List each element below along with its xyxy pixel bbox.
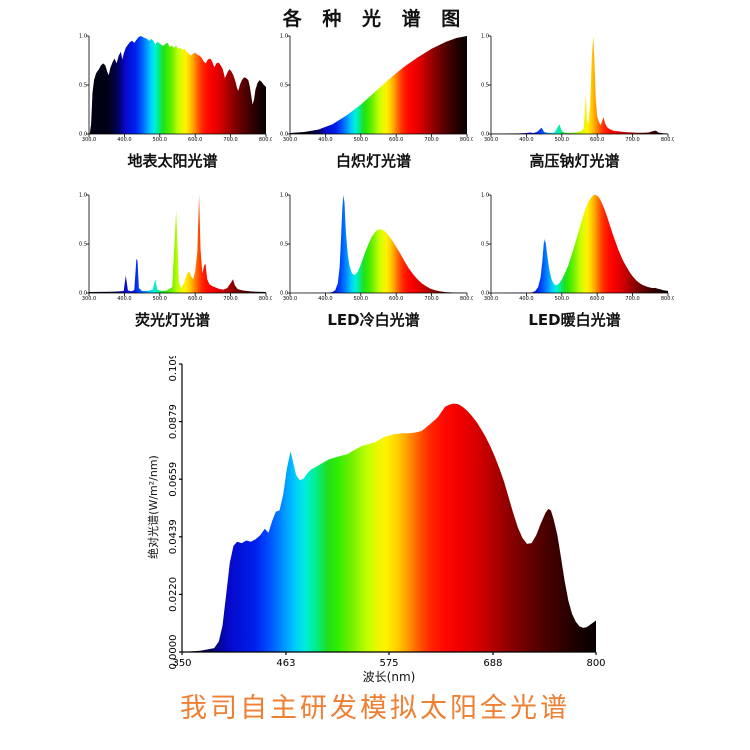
led-warm-white-figure: 0.0 0.5 1.0 300.0 400.0 500.0 600.0 700.0 800.0 … [475,189,674,330]
led-cool-white-figure: 0.0 0.5 1.0 300.0 400.0 500.0 600.0 700.0 800.0 … [274,189,473,330]
spectrum-area [491,36,668,134]
solar-spectrum-chart: 0.0 0.5 1.0 300.0 400.0 500.0 600.0 700.0 800.0 [79,34,272,144]
y-tick-label: 0.5 [79,83,87,89]
axis-line [490,36,668,135]
y-tick-label: 1.0 [79,193,87,199]
x-tick-label: 500.0 [354,137,368,143]
x-tick-label: 800.0 [460,137,473,143]
footer-slogan: 我司自主研发模拟太阳全光谱 [180,693,570,724]
y-tick-label: 0.0 [79,291,87,297]
x-tick-label: 800 [586,658,605,669]
y-tick-label: 1.0 [280,193,288,199]
x-tick-label: 700.0 [223,296,237,302]
y-tick-label: 0.0 [280,132,288,138]
x-tick-label: 700.0 [223,137,237,143]
x-tick-label: 400.0 [117,137,131,143]
spectrum-area [182,403,596,652]
incandescent-spectrum-figure: 0.0 0.5 1.0 300.0 400.0 500.0 600.0 700.0 800.0 … [274,30,473,171]
y-tick-label: 0.0 [481,132,489,138]
x-tick-label: 300.0 [82,137,96,143]
x-tick-label: 600.0 [188,296,202,302]
spectrum-area [89,36,266,134]
led-cool-white-chart: 0.0 0.5 1.0 300.0 400.0 500.0 600.0 700.0 800.0 [280,193,473,303]
y-tick-label: 0.5 [481,83,489,89]
y-tick-label: 1.0 [481,193,489,199]
chart-caption: LED冷白光谱 [327,311,420,329]
x-tick-label: 700.0 [625,296,639,302]
y-tick-label: 0.5 [280,83,288,89]
x-tick-label: 500.0 [153,137,167,143]
x-tick-label: 800.0 [661,137,674,143]
y-tick-label: 0.0 [79,132,87,138]
x-tick-label: 500.0 [354,296,368,302]
x-tick-label: 300.0 [484,296,498,302]
page-title: 各 种 光 谱 图 [282,8,468,30]
x-tick-label: 400.0 [519,296,533,302]
y-tick-label: 1.0 [280,34,288,40]
x-tick-label: 700.0 [424,137,438,143]
y-tick-label: 0.0439 [168,519,179,554]
x-tick-label: 300.0 [484,137,498,143]
chart-caption: 荧光灯光谱 [134,311,210,329]
spectra-grid: 0.0 0.5 1.0 300.0 400.0 500.0 600.0 700.0 800.0 … [73,30,679,330]
chart-caption: LED暖白光谱 [528,311,621,329]
fluorescent-spectrum-figure: 0.0 0.5 1.0 300.0 400.0 500.0 600.0 700.0 800.0 … [73,189,272,330]
full-spectrum-figure: 绝对光谱(W/m²/nm) 0.0000 0.0220 0.0439 0.0659 0.… [138,356,612,684]
x-tick-label: 400.0 [318,137,332,143]
x-tick-label: 500.0 [153,296,167,302]
x-tick-label: 600.0 [188,137,202,143]
x-tick-label: 400.0 [519,137,533,143]
chart-caption: 地表太阳光谱 [127,152,218,170]
x-tick-label: 800.0 [259,137,272,143]
y-tick-label: 0.1098 [168,356,179,382]
x-tick-label: 300.0 [82,296,96,302]
y-tick-label: 0.0000 [168,635,179,670]
y-tick-label: 1.0 [79,34,87,40]
x-tick-label: 600.0 [590,137,604,143]
x-tick-label: 300.0 [283,296,297,302]
led-warm-white-chart: 0.0 0.5 1.0 300.0 400.0 500.0 600.0 700.0 800.0 [481,193,674,303]
y-tick-label: 0.0659 [168,462,179,497]
hps-spectrum-figure: 0.0 0.5 1.0 300.0 400.0 500.0 600.0 700.0 800.0 … [475,30,674,171]
x-tick-label: 688 [483,658,502,669]
x-axis-label: 波长(nm) [362,670,416,684]
y-tick-label: 0.0879 [168,404,179,439]
incandescent-spectrum-chart: 0.0 0.5 1.0 300.0 400.0 500.0 600.0 700.0 800.0 [280,34,473,144]
x-tick-label: 800.0 [661,296,674,302]
y-tick-label: 0.5 [481,242,489,248]
x-tick-label: 700.0 [424,296,438,302]
spectrum-area [290,195,467,293]
y-tick-label: 0.0 [481,291,489,297]
x-tick-label: 500.0 [555,137,569,143]
x-tick-label: 400.0 [318,296,332,302]
y-tick-label: 0.5 [79,242,87,248]
y-axis-label: 绝对光谱(W/m²/nm) [147,455,160,559]
fluorescent-spectrum-chart: 0.0 0.5 1.0 300.0 400.0 500.0 600.0 700.0 800.0 [79,193,272,303]
y-tick-label: 0.0 [280,291,288,297]
solar-spectrum-figure: 0.0 0.5 1.0 300.0 400.0 500.0 600.0 700.0 800.0 … [73,30,272,171]
x-tick-label: 800.0 [259,296,272,302]
x-tick-label: 575 [379,658,398,669]
chart-caption: 高压钠灯光谱 [529,152,620,170]
spectrum-area [89,195,266,293]
y-tick-label: 0.0220 [168,577,179,612]
x-tick-label: 400.0 [117,296,131,302]
spectrum-area [491,195,668,293]
x-tick-label: 350 [172,658,191,669]
x-tick-label: 300.0 [283,137,297,143]
x-tick-label: 600.0 [590,296,604,302]
y-tick-label: 1.0 [481,34,489,40]
x-tick-label: 500.0 [555,296,569,302]
hps-spectrum-chart: 0.0 0.5 1.0 300.0 400.0 500.0 600.0 700.0 800.0 [481,34,674,144]
chart-caption: 白炽灯光谱 [335,152,411,170]
x-tick-label: 600.0 [389,137,403,143]
x-tick-label: 700.0 [625,137,639,143]
full-spectrum-chart: 0.0000 0.0220 0.0439 0.0659 0.0879 0.1098 350 4… [168,356,606,670]
x-tick-label: 463 [276,658,295,669]
spectrum-area [290,36,467,134]
y-tick-label: 0.5 [280,242,288,248]
x-tick-label: 600.0 [389,296,403,302]
x-tick-label: 800.0 [460,296,473,302]
